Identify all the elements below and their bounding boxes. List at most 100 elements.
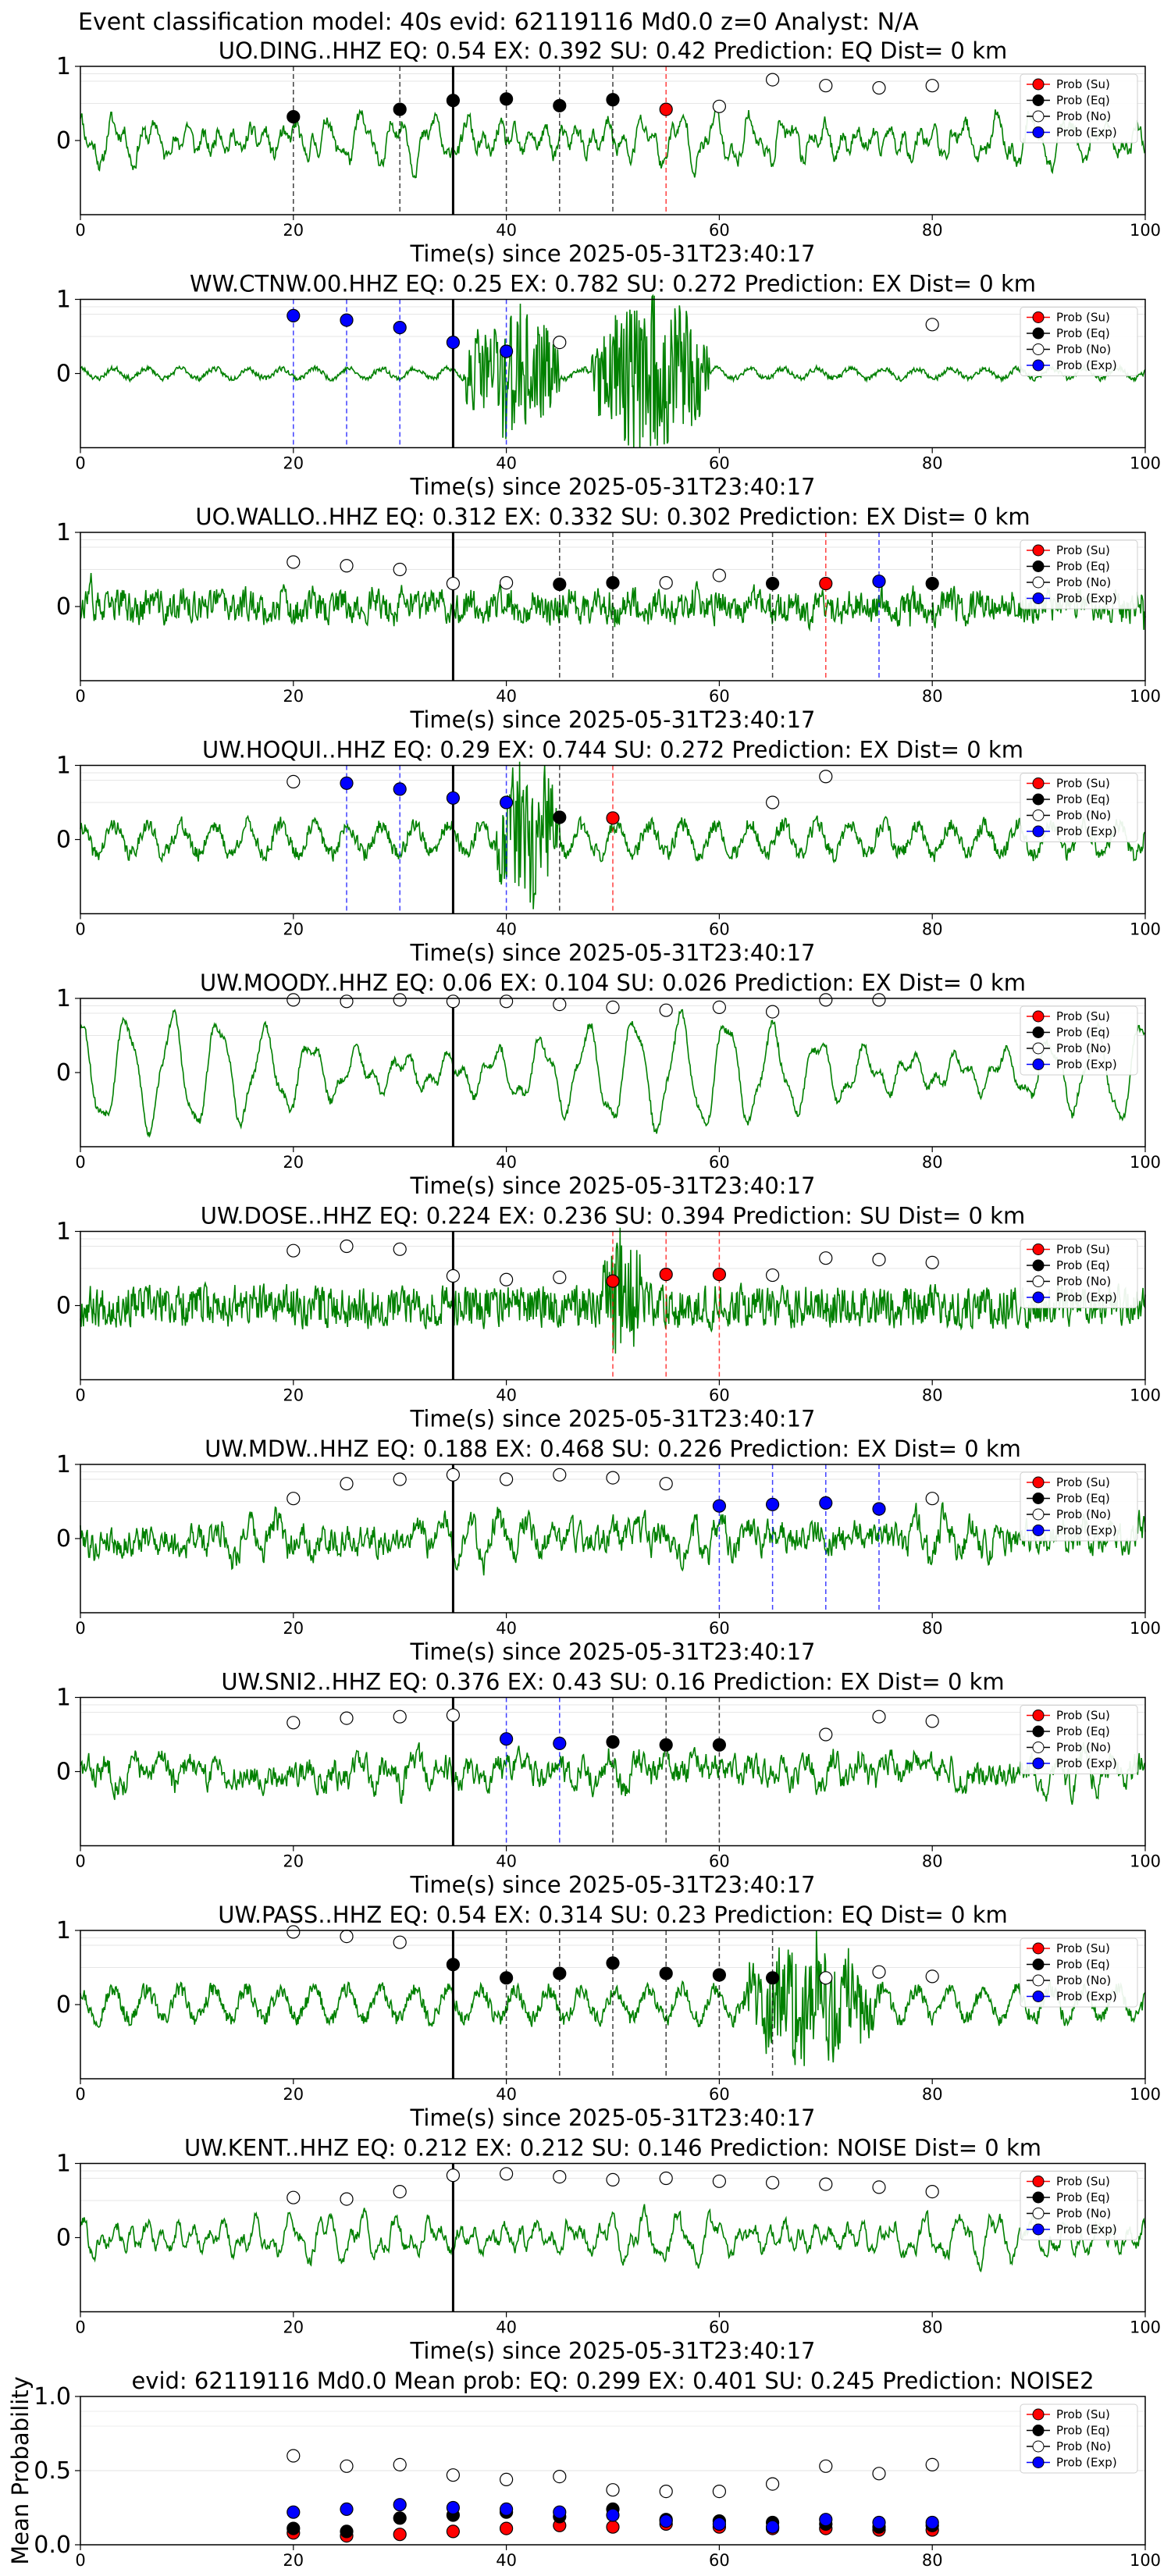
prob-marker-exp — [499, 344, 514, 358]
legend-swatch-marker — [1032, 327, 1045, 340]
prob-marker-no — [553, 1270, 567, 1285]
y-tick-label: 1 — [56, 519, 71, 546]
prob-marker-exp — [872, 575, 886, 589]
prob-marker-no — [340, 1711, 354, 1725]
panel-title: UW.SNI2..HHZ EQ: 0.376 EX: 0.43 SU: 0.16… — [221, 1669, 1004, 1695]
station-panel: UW.MDW..HHZ EQ: 0.188 EX: 0.468 SU: 0.22… — [56, 1436, 1161, 1665]
prob-marker-eq — [553, 810, 567, 824]
mean-marker-no — [287, 2449, 301, 2463]
prob-marker-no — [553, 1468, 567, 1482]
legend-swatch-marker — [1032, 1508, 1045, 1521]
legend-swatch-marker — [1032, 94, 1045, 106]
prob-marker-no — [446, 2169, 461, 2183]
legend-swatch-marker — [1032, 1742, 1045, 1753]
prob-marker-no — [925, 1969, 939, 1984]
legend-swatch-marker — [1032, 2176, 1045, 2187]
legend-swatch-marker — [1032, 809, 1045, 821]
mean-probability-panel: evid: 62119116 Md0.0 Mean prob: EQ: 0.29… — [7, 2368, 1161, 2570]
y-tick-label: 0 — [56, 1759, 71, 1786]
prob-marker-no — [819, 1971, 833, 1985]
y-tick-label: 0 — [56, 2225, 71, 2252]
legend-label: Prob (Eq) — [1056, 94, 1110, 108]
prob-marker-no — [287, 1492, 301, 1506]
prob-marker-no — [606, 1000, 620, 1015]
panel-title: UW.MDW..HHZ EQ: 0.188 EX: 0.468 SU: 0.22… — [205, 1436, 1021, 1462]
legend-label: Prob (Eq) — [1056, 1492, 1110, 1506]
x-axis-label: Time(s) since 2025-05-31T23:40:17 — [410, 1872, 816, 1898]
legend-label: Prob (Su) — [1056, 1709, 1110, 1723]
panel-title: UW.HOQUI..HHZ EQ: 0.29 EX: 0.744 SU: 0.2… — [202, 737, 1023, 763]
x-tick-label: 60 — [709, 2551, 730, 2570]
prob-marker-no — [872, 80, 886, 95]
x-axis-label: Time(s) since 2025-05-31T23:40:17 — [410, 240, 816, 267]
prob-marker-su — [606, 811, 620, 825]
prob-marker-no — [287, 2190, 301, 2204]
legend-label: Prob (Exp) — [1056, 1290, 1117, 1304]
mean-marker-exp — [340, 2502, 354, 2516]
mean-marker-exp — [765, 2520, 780, 2534]
prob-marker-no — [712, 568, 727, 582]
legend-swatch-marker — [1032, 2208, 1045, 2219]
station-panel: UW.MOODY..HHZ EQ: 0.06 EX: 0.104 SU: 0.0… — [56, 970, 1161, 1199]
legend-label: Prob (Su) — [1056, 1009, 1110, 1023]
prob-marker-eq — [712, 1968, 727, 1982]
prob-marker-no — [340, 559, 354, 573]
prob-marker-no — [287, 993, 301, 1007]
waveform-trace — [80, 294, 1146, 448]
mean-marker-eq — [340, 2524, 354, 2539]
x-tick-label: 20 — [283, 2318, 304, 2337]
legend-label: Prob (Su) — [1056, 2175, 1110, 2189]
prob-marker-no — [446, 576, 461, 591]
x-tick-label: 80 — [922, 920, 943, 939]
x-axis-label: Time(s) since 2025-05-31T23:40:17 — [410, 1172, 816, 1199]
station-panel: UW.KENT..HHZ EQ: 0.212 EX: 0.212 SU: 0.1… — [56, 2135, 1161, 2364]
x-tick-label: 20 — [283, 221, 304, 240]
x-tick-label: 100 — [1130, 687, 1161, 706]
prob-marker-no — [393, 2185, 407, 2199]
legend-swatch-marker — [1032, 1710, 1045, 1721]
legend-swatch-marker — [1032, 1042, 1045, 1055]
mean-marker-exp — [499, 2502, 514, 2516]
legend-label: Prob (No) — [1056, 1973, 1111, 1987]
panel-title: UW.MOODY..HHZ EQ: 0.06 EX: 0.104 SU: 0.0… — [200, 970, 1026, 996]
legend-swatch-marker — [1032, 825, 1045, 838]
waveform-trace — [80, 2204, 1146, 2273]
prob-marker-no — [393, 1472, 407, 1486]
prob-marker-eq — [553, 98, 567, 112]
prob-marker-no — [393, 1242, 407, 1256]
prob-marker-eq — [606, 575, 620, 590]
mean-marker-exp — [393, 2498, 407, 2512]
x-tick-label: 80 — [922, 2085, 943, 2104]
x-tick-label: 100 — [1130, 1852, 1161, 1871]
y-tick-label: 1 — [56, 53, 71, 80]
x-tick-label: 40 — [496, 687, 517, 706]
legend-label: Prob (Exp) — [1056, 1058, 1117, 1072]
x-tick-label: 60 — [709, 454, 730, 473]
x-tick-label: 40 — [496, 1619, 517, 1638]
legend-swatch-marker — [1032, 359, 1045, 372]
prob-marker-su — [659, 102, 673, 116]
legend — [1020, 2171, 1138, 2240]
prob-marker-eq — [446, 94, 461, 108]
panel-title: UW.PASS..HHZ EQ: 0.54 EX: 0.314 SU: 0.23… — [218, 1902, 1008, 1928]
mean-marker-no — [659, 2485, 673, 2499]
y-tick-label: 0 — [56, 1525, 71, 1553]
x-tick-label: 80 — [922, 1852, 943, 1871]
y-tick-label: 0.0 — [34, 2532, 71, 2559]
prob-marker-no — [287, 1244, 301, 1258]
prob-marker-no — [499, 575, 514, 590]
x-tick-label: 20 — [283, 1619, 304, 1638]
prob-marker-eq — [925, 576, 939, 591]
legend-swatch-marker — [1032, 311, 1045, 323]
prob-marker-eq — [659, 1966, 673, 1980]
prob-marker-no — [446, 994, 461, 1009]
prob-marker-eq — [287, 110, 301, 124]
prob-marker-no — [765, 1268, 780, 1283]
x-tick-label: 0 — [75, 454, 85, 473]
mean-marker-su — [606, 2520, 620, 2534]
legend-swatch-marker — [1032, 1725, 1045, 1738]
prob-marker-eq — [659, 1738, 673, 1752]
x-tick-label: 20 — [283, 1852, 304, 1871]
legend-label: Prob (Su) — [1056, 543, 1110, 557]
mean-marker-exp — [925, 2515, 939, 2530]
